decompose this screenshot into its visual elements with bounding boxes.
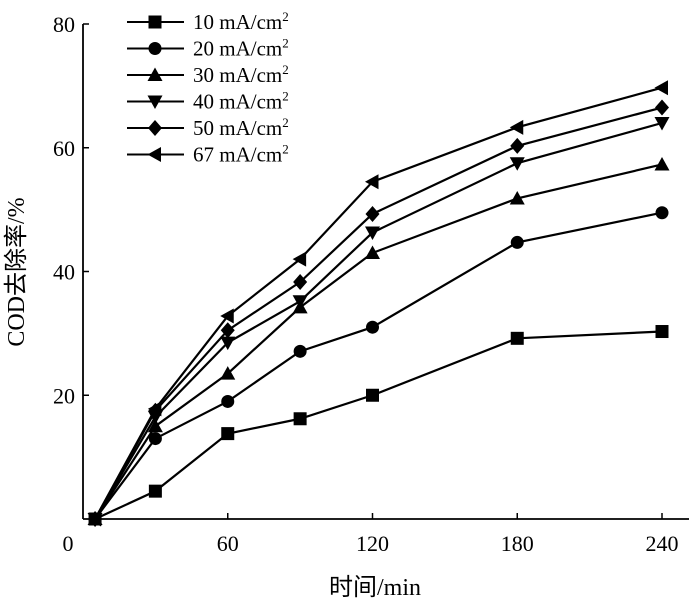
- series-line-4: [94, 121, 663, 520]
- data-point: [147, 401, 162, 417]
- legend-label: 30 mA/cm2: [193, 62, 289, 87]
- y-tick-label: 40: [53, 260, 75, 285]
- legend-label: 10 mA/cm2: [193, 9, 289, 34]
- legend-label: 40 mA/cm2: [193, 89, 289, 114]
- data-point: [654, 156, 670, 171]
- data-point: [220, 308, 234, 324]
- data-point: [365, 205, 380, 222]
- series-line-6: [94, 86, 663, 520]
- data-point: [509, 190, 525, 205]
- legend-label: 50 mA/cm2: [193, 115, 289, 140]
- x-axis-title: 时间/min: [329, 574, 421, 601]
- legend-label: 20 mA/cm2: [193, 36, 289, 61]
- data-point: [220, 322, 235, 339]
- data-point: [655, 325, 669, 339]
- data-point: [510, 137, 525, 154]
- data-point: [509, 119, 524, 135]
- legend-label: 67 mA/cm2: [193, 142, 289, 167]
- legend-marker: [147, 67, 163, 81]
- legend-marker: [148, 120, 162, 136]
- series-markers: [87, 80, 670, 527]
- data-point: [293, 412, 307, 426]
- x-tick-label: 60: [217, 531, 239, 556]
- data-point: [655, 99, 669, 116]
- data-point: [510, 235, 524, 249]
- data-point: [293, 274, 308, 291]
- x-tick-label: 120: [356, 531, 389, 556]
- legend-marker: [148, 15, 162, 29]
- data-point: [87, 511, 102, 527]
- data-point: [221, 394, 235, 408]
- data-point: [654, 80, 668, 96]
- axis-ticks: 0 60 120 180 240 20 40 60 80: [53, 12, 679, 556]
- data-point: [293, 344, 307, 358]
- data-point: [510, 331, 524, 345]
- data-point: [148, 432, 162, 446]
- y-tick-label: 20: [53, 383, 75, 408]
- data-point: [509, 157, 525, 171]
- series-line-5: [94, 106, 663, 520]
- data-point: [654, 117, 670, 131]
- data-point: [220, 336, 236, 351]
- data-point: [221, 427, 235, 441]
- y-tick-label: 60: [53, 136, 75, 161]
- data-point: [365, 245, 380, 259]
- series-lines: [94, 86, 663, 520]
- data-point: [220, 366, 236, 380]
- data-point: [148, 484, 162, 498]
- series-line-3: [94, 163, 663, 520]
- data-point: [366, 320, 379, 334]
- x-tick-label: 240: [646, 531, 679, 556]
- y-tick-label: 80: [53, 12, 75, 37]
- x-tick-label: 0: [63, 531, 74, 556]
- y-axis-title: COD去除率/%: [3, 197, 30, 346]
- x-tick-label: 180: [501, 531, 534, 556]
- data-point: [655, 206, 669, 220]
- data-point: [366, 388, 379, 402]
- legend-marker: [148, 42, 162, 55]
- data-point: [365, 226, 380, 241]
- data-point: [292, 251, 307, 267]
- legend-marker: [147, 147, 161, 162]
- legend-marker: [147, 95, 163, 109]
- data-point: [147, 418, 163, 433]
- data-point: [292, 295, 308, 309]
- data-point: [365, 174, 379, 190]
